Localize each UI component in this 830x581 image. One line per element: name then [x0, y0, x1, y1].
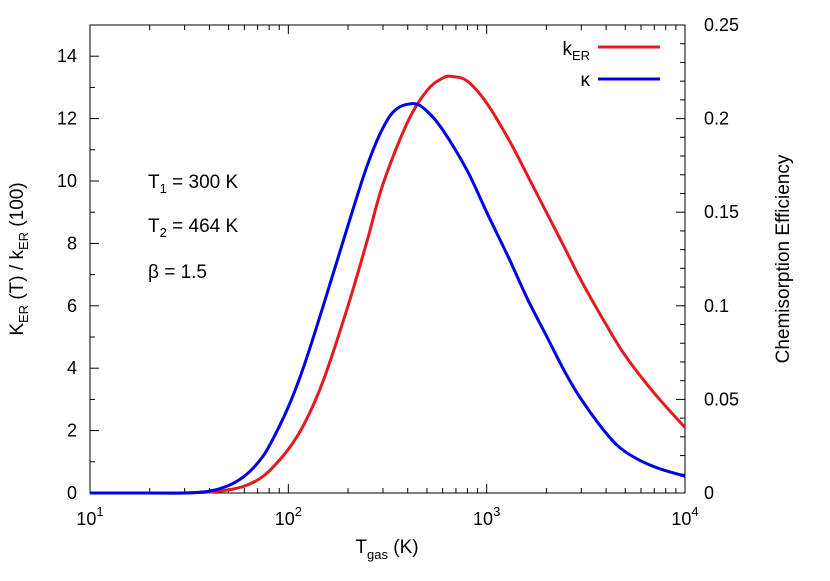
y-right-tick-label: 0.2 — [704, 109, 729, 129]
y-axis-title-left: KER (T) / kER (100) — [7, 182, 31, 335]
y-left-tick-label: 6 — [67, 296, 77, 316]
y-right-tick-label: 0.25 — [704, 15, 739, 35]
annotation-beta: β = 1.5 — [148, 262, 207, 283]
y-right-tick-label: 0.1 — [704, 296, 729, 316]
y-right-tick-label: 0.15 — [704, 202, 739, 222]
y-axis-title-right: Chemisorption Efficiency — [773, 154, 794, 363]
y-left-tick-label: 2 — [67, 421, 77, 441]
series-line-0 — [89, 74, 687, 495]
plot-frame — [89, 24, 686, 494]
x-tick-label: 104 — [671, 504, 698, 529]
x-axis-title: Tgas (K) — [355, 537, 418, 562]
legend: kER κ — [562, 39, 660, 91]
tick-labels: 101 102 103 104 0 2 4 6 8 10 12 14 0 0.05 0.1 0.15 0.2 0.… — [57, 15, 739, 529]
x-tick-label: 101 — [76, 504, 103, 529]
y-left-tick-label: 8 — [67, 233, 77, 253]
y-left-tick-label: 10 — [57, 171, 77, 191]
annotations: T1 = 300 K T2 = 464 K β = 1.5 — [148, 172, 238, 283]
legend-label-1: κ — [581, 70, 591, 91]
annotation-t1: T1 = 300 K — [148, 172, 238, 196]
legend-label-0: kER — [562, 39, 590, 63]
x-tick-label: 103 — [473, 504, 500, 529]
series — [89, 74, 687, 495]
y-right-tick-label: 0 — [704, 483, 714, 503]
x-tick-label: 102 — [275, 504, 302, 529]
y-left-tick-label: 0 — [67, 483, 77, 503]
y-left-tick-label: 14 — [57, 46, 77, 66]
series-line-1 — [89, 102, 686, 495]
ticks — [89, 24, 686, 494]
y-left-tick-label: 4 — [67, 358, 77, 378]
y-right-tick-label: 0.05 — [704, 389, 739, 409]
annotation-t2: T2 = 464 K — [148, 216, 238, 240]
y-left-tick-label: 12 — [57, 109, 77, 129]
